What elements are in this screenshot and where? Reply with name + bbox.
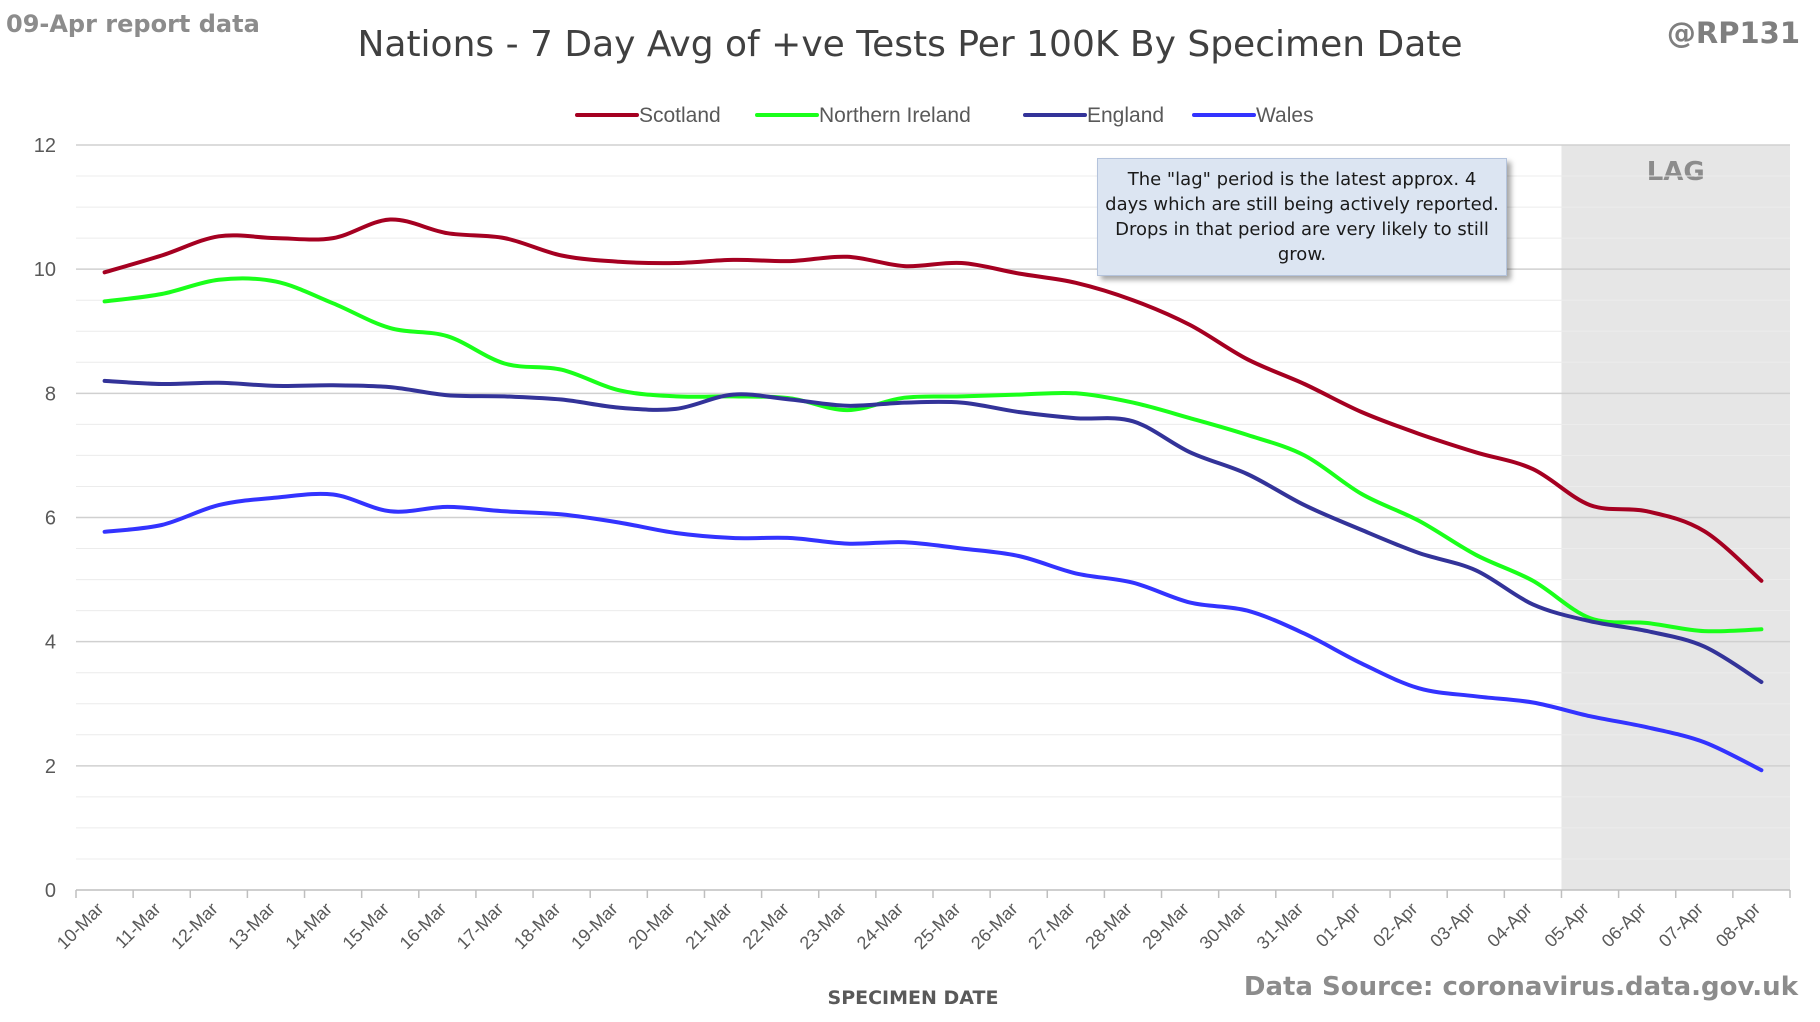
x-tick-label: 05-Apr [1541, 899, 1593, 951]
y-tick-label: 4 [45, 632, 56, 654]
series-line-england [102, 378, 1764, 684]
x-tick-label: 01-Apr [1312, 899, 1364, 951]
x-tick-label: 10-Mar [53, 899, 107, 953]
legend-label-wales: Wales [1256, 104, 1314, 127]
x-tick-label: 04-Apr [1483, 899, 1535, 951]
x-tick-label: 06-Apr [1598, 899, 1650, 951]
x-tick-label: 20-Mar [624, 899, 678, 953]
series-line-northern-ireland [102, 276, 1764, 634]
series-line-scotland [102, 217, 1764, 583]
x-tick-label: 29-Mar [1138, 899, 1192, 953]
x-tick-label: 02-Apr [1369, 899, 1421, 951]
x-axis-label: SPECIMEN DATE [828, 987, 999, 1009]
y-tick-label: 12 [34, 135, 56, 157]
legend-label-northern-ireland: Northern Ireland [819, 104, 971, 127]
x-tick-label: 19-Mar [567, 899, 621, 953]
y-tick-label: 2 [45, 756, 56, 778]
x-tick-label: 12-Mar [167, 899, 221, 953]
author-handle: @RP131 [1666, 16, 1800, 50]
x-tick-label: 13-Mar [224, 899, 278, 953]
x-tick-label: 28-Mar [1081, 899, 1135, 953]
x-tick-label: 07-Apr [1655, 899, 1707, 951]
y-tick-label: 8 [45, 383, 56, 405]
data-source-label: Data Source: coronavirus.data.gov.uk [1243, 972, 1798, 1002]
x-tick-label: 22-Mar [739, 899, 793, 953]
lag-label: LAG [1647, 157, 1705, 187]
chart-title: Nations - 7 Day Avg of +ve Tests Per 100… [357, 24, 1463, 65]
x-tick-label: 25-Mar [910, 899, 964, 953]
legend-label-scotland: Scotland [639, 104, 721, 127]
x-tick-label: 11-Mar [111, 899, 165, 953]
x-tick-label: 26-Mar [967, 899, 1021, 953]
y-tick-label: 0 [45, 880, 56, 902]
lag-annotation: The "lag" period is the latest approx. 4… [1097, 158, 1507, 276]
y-tick-label: 6 [45, 508, 56, 530]
legend-label-england: England [1087, 104, 1164, 127]
x-tick-label: 17-Mar [453, 899, 507, 953]
x-tick-label: 24-Mar [853, 899, 907, 953]
x-tick-label: 23-Mar [796, 899, 850, 953]
x-tick-label: 03-Apr [1426, 899, 1478, 951]
x-tick-label: 08-Apr [1712, 899, 1764, 951]
x-tick-label: 31-Mar [1253, 899, 1307, 953]
x-tick-label: 21-Mar [681, 899, 735, 953]
report-date-label: 09-Apr report data [6, 10, 260, 38]
y-tick-label: 10 [34, 259, 56, 281]
x-tick-label: 15-Mar [339, 899, 393, 953]
x-tick-label: 16-Mar [396, 899, 450, 953]
x-tick-label: 30-Mar [1196, 899, 1250, 953]
x-tick-label: 18-Mar [510, 899, 564, 953]
series-line-wales [102, 491, 1764, 773]
x-tick-label: 27-Mar [1024, 899, 1078, 953]
x-tick-label: 14-Mar [281, 899, 335, 953]
